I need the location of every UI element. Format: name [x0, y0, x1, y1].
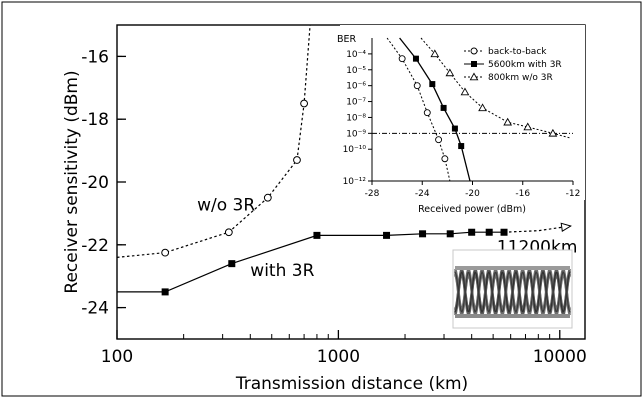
annotation-without-3r: w/o 3R — [197, 195, 255, 215]
main-tick-group: 100 1000 10000 -16 -18 -20 -22 -24 — [81, 47, 587, 367]
eye-diagram-image — [452, 249, 573, 329]
main-y-axis-title: Receiver sensitivity (dBm) — [62, 70, 82, 293]
inset-data-point-5600km-with-3r — [451, 125, 458, 132]
data-point-with-3r — [419, 230, 427, 238]
data-point-with-3r — [313, 231, 321, 239]
inset-data-point-5600km-with-3r — [429, 81, 436, 88]
data-point-w-o-3r — [300, 99, 308, 108]
inset-data-point-back-to-back — [398, 55, 406, 63]
main-x-tick-label: 1000 — [317, 347, 360, 367]
data-point-w-o-3r — [263, 193, 272, 202]
inset-y-tick-label: 10⁻⁹ — [346, 129, 366, 139]
inset-data-point-5600km-with-3r — [412, 55, 419, 62]
inset-y-tick-label: 10⁻⁸ — [346, 113, 366, 123]
inset-y-tick-label: 10⁻⁴ — [346, 50, 366, 60]
ber-inset-chart: BER -28 -24 -20 -16 -12 10⁻⁴ 10⁻⁵ 10⁻⁶ 10⁻⁷ 10⁻⁸ 1… — [337, 25, 585, 215]
inset-data-point-800km-w-o-3r — [445, 68, 455, 77]
data-point-w-o-3r — [224, 228, 233, 237]
inset-data-point-back-to-back — [441, 155, 449, 163]
main-x-tick-label: 100 — [101, 347, 133, 367]
main-y-tick-label: -18 — [81, 110, 109, 130]
main-y-tick-label: -24 — [81, 299, 109, 319]
inset-data-point-back-to-back — [435, 136, 443, 144]
inset-data-point-800km-w-o-3r — [430, 49, 440, 58]
inset-y-tick-label: 10⁻¹² — [343, 177, 367, 187]
main-y-tick-label: -16 — [81, 47, 109, 67]
annotation-with-3r: with 3R — [250, 261, 314, 281]
inset-background — [340, 25, 585, 200]
inset-tick-group: -28 -24 -20 -16 -12 10⁻⁴ 10⁻⁵ 10⁻⁶ 10⁻⁷ 10⁻⁸ 10⁻⁹ 1… — [343, 50, 581, 199]
inset-legend: back-to-back 5600km with 3R 800km w/o 3R — [464, 47, 562, 83]
eye-top-rail — [455, 266, 570, 270]
inset-data-point-800km-w-o-3r — [460, 87, 470, 96]
inset-x-tick-label: -12 — [566, 189, 581, 199]
legend-label-800km-w-o-3r: 800km w/o 3R — [488, 73, 553, 83]
main-x-axis-title: Transmission distance (km) — [235, 374, 468, 394]
series-line-with-3r-extension — [503, 225, 571, 233]
inset-y-tick-label: 10⁻¹⁰ — [343, 145, 367, 155]
data-point-with-3r — [383, 231, 391, 239]
inset-data-point-800km-w-o-3r — [503, 117, 513, 126]
legend-marker-800km-w-o-3r — [469, 72, 479, 81]
data-point-with-3r — [485, 228, 493, 236]
data-point-with-3r — [468, 228, 476, 236]
arrow-head-11200km — [560, 222, 572, 233]
inset-data-point-5600km-with-3r — [440, 104, 447, 111]
inset-data-point-800km-w-o-3r — [478, 103, 487, 112]
legend-label-5600km-with-3r: 5600km with 3R — [488, 60, 562, 70]
inset-y-tick-label: 10⁻⁶ — [346, 82, 366, 92]
legend-marker-back-to-back — [470, 47, 478, 55]
main-x-tick-label: 10000 — [533, 347, 587, 367]
legend-marker-5600km-with-3r — [471, 61, 477, 67]
inset-data-point-800km-w-o-3r — [548, 128, 558, 137]
data-point-with-3r — [161, 288, 169, 296]
inset-x-tick-label: -20 — [465, 189, 480, 199]
data-point-w-o-3r — [293, 156, 301, 164]
inset-x-tick-label: -24 — [415, 189, 430, 199]
data-point-with-3r — [446, 230, 454, 238]
inset-y-tick-label: 10⁻⁷ — [346, 98, 366, 108]
data-point-w-o-3r — [161, 248, 170, 257]
main-y-tick-label: -22 — [81, 236, 109, 256]
inset-x-tick-label: -28 — [365, 189, 380, 199]
inset-data-point-5600km-with-3r — [458, 143, 465, 150]
legend-label-back-to-back: back-to-back — [488, 47, 547, 57]
series-line-with-3r — [117, 231, 504, 293]
inset-x-axis-title: Received power (dBm) — [418, 204, 526, 215]
inset-ber-title: BER — [337, 34, 357, 45]
data-point-with-3r — [228, 260, 236, 268]
inset-x-tick-label: -16 — [515, 189, 530, 199]
eye-trace — [454, 270, 571, 314]
inset-y-tick-label: 10⁻⁵ — [346, 66, 366, 76]
inset-data-point-800km-w-o-3r — [523, 122, 533, 131]
inset-series-group — [372, 37, 573, 182]
main-y-tick-label: -20 — [81, 173, 109, 193]
main-series-group — [116, 24, 572, 296]
inset-data-point-back-to-back — [413, 82, 421, 90]
eye-bottom-rail — [455, 314, 570, 318]
inset-data-point-back-to-back — [423, 109, 431, 117]
